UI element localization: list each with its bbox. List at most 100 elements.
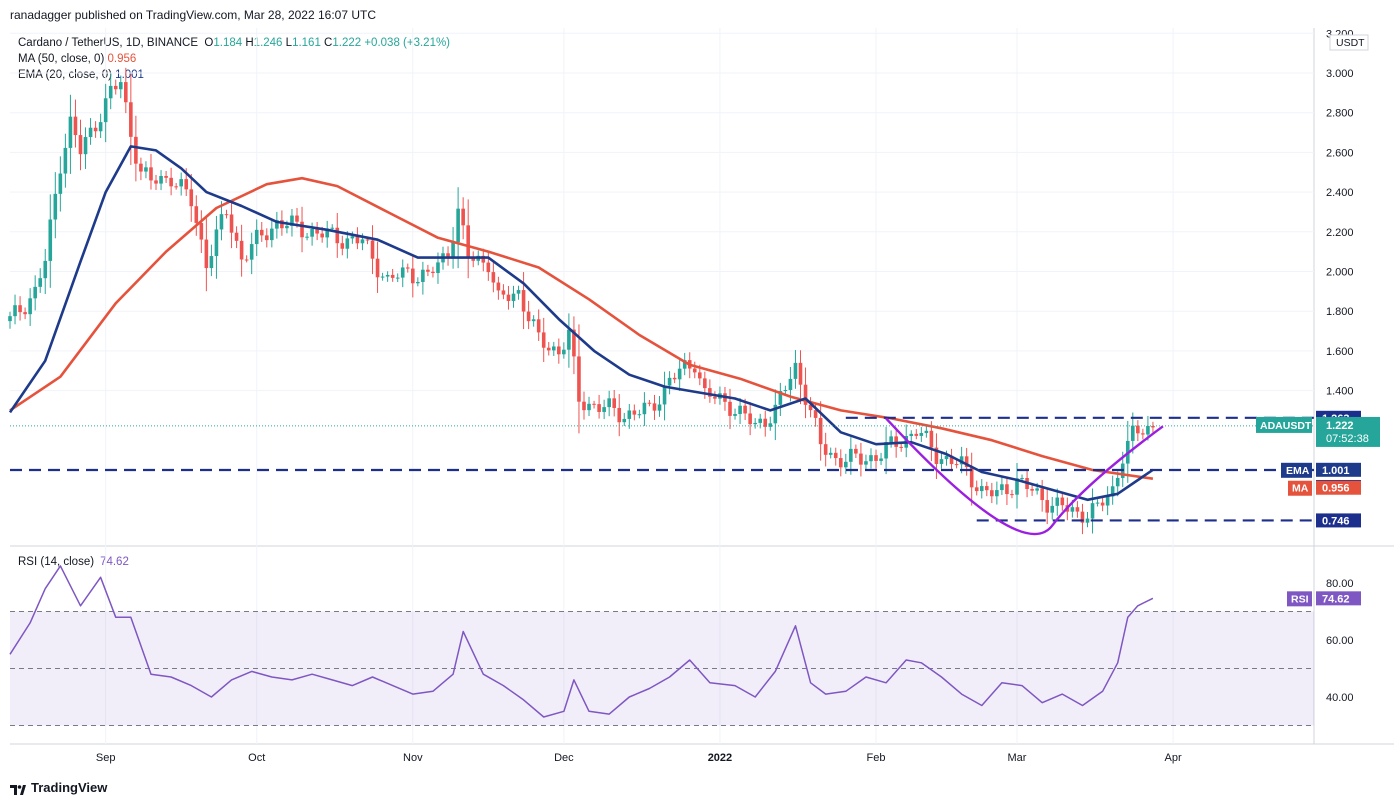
candle-body bbox=[335, 227, 340, 244]
candle-body bbox=[914, 433, 919, 436]
candle-body bbox=[879, 458, 883, 461]
candle-body bbox=[1020, 477, 1024, 479]
high-value: 1.246 bbox=[253, 37, 283, 49]
ma-name-bg bbox=[1288, 480, 1312, 496]
candle-body bbox=[1000, 484, 1004, 491]
candle-body bbox=[919, 433, 924, 436]
ma-legend-row[interactable]: MA (50, close, 0) 0.956 bbox=[18, 51, 450, 67]
candle-body bbox=[748, 413, 752, 425]
time-tick-label: 2022 bbox=[708, 752, 732, 764]
candle-body bbox=[697, 372, 702, 379]
candle-body bbox=[622, 418, 627, 423]
candle-body bbox=[365, 239, 370, 241]
tradingview-logo-icon bbox=[10, 783, 26, 795]
candle-body bbox=[632, 410, 637, 415]
candle-body bbox=[567, 329, 571, 350]
candle-body bbox=[572, 329, 576, 357]
candle-body bbox=[506, 294, 511, 301]
candle-body bbox=[1080, 511, 1085, 523]
indicator-lines bbox=[8, 145, 1154, 502]
rsi-name-tag: RSI bbox=[1291, 593, 1309, 605]
candle-body bbox=[974, 487, 979, 492]
ema-value-tag: 1.001 bbox=[1322, 465, 1350, 477]
candle-body bbox=[672, 377, 677, 380]
level-tag-0746: 0.746 bbox=[1322, 515, 1350, 527]
candle-body bbox=[219, 214, 224, 230]
time-tick-label: Nov bbox=[403, 752, 423, 764]
time-tick-label: Apr bbox=[1165, 752, 1182, 764]
candle-body bbox=[436, 262, 440, 274]
candle-body bbox=[446, 253, 450, 259]
candle-body bbox=[53, 193, 58, 220]
candle-body bbox=[607, 398, 611, 408]
rsi-legend-value: 74.62 bbox=[100, 556, 129, 568]
price-tick-label: 1.400 bbox=[1326, 386, 1354, 398]
price-tick-label: 3.000 bbox=[1326, 68, 1354, 80]
rsi-legend[interactable]: RSI (14, close) 74.62 bbox=[18, 556, 129, 568]
rounding-bottom-curve bbox=[885, 417, 1164, 536]
candle-body bbox=[431, 271, 435, 274]
candle-body bbox=[416, 281, 420, 284]
candle-body bbox=[1015, 478, 1019, 495]
candle-body bbox=[43, 260, 48, 279]
candle-body bbox=[270, 228, 274, 241]
price-tick-label: 1.600 bbox=[1326, 346, 1354, 358]
candle-body bbox=[103, 98, 108, 123]
candle-body bbox=[949, 455, 954, 465]
candle-body bbox=[1115, 477, 1120, 487]
candle-body bbox=[984, 486, 989, 491]
time-tick-label: Feb bbox=[867, 752, 886, 764]
candle-body bbox=[129, 102, 133, 137]
candle-body bbox=[728, 401, 732, 416]
candle-body bbox=[390, 274, 395, 278]
brand-name: TradingView bbox=[31, 780, 108, 795]
candle-body bbox=[889, 436, 893, 443]
close-label: C bbox=[324, 37, 333, 49]
candle-body bbox=[778, 391, 783, 405]
candle-body bbox=[546, 347, 551, 351]
candle-body bbox=[350, 236, 355, 239]
candle-body bbox=[934, 447, 939, 464]
candle-body bbox=[189, 189, 194, 207]
candle-body bbox=[98, 122, 103, 132]
candle-body bbox=[259, 229, 264, 236]
candle-body bbox=[703, 378, 707, 389]
open-label: O bbox=[204, 37, 214, 49]
candle-body bbox=[154, 180, 158, 184]
candle-body bbox=[592, 403, 596, 405]
candle-body bbox=[385, 274, 390, 277]
countdown-tag: 07:52:38 bbox=[1326, 433, 1369, 445]
candle-body bbox=[929, 430, 934, 448]
time-tick-label: Dec bbox=[554, 752, 574, 764]
candle-body bbox=[1095, 502, 1100, 504]
candle-body bbox=[657, 404, 662, 411]
candle-body bbox=[743, 405, 747, 414]
candle-body bbox=[1136, 425, 1140, 434]
candle-body bbox=[13, 305, 17, 317]
candle-body bbox=[501, 290, 506, 295]
symbol-title[interactable]: Cardano / TetherUS, 1D, BINANCE bbox=[18, 37, 199, 49]
candle-body bbox=[637, 414, 642, 416]
ma-value-tag: 0.956 bbox=[1322, 483, 1350, 495]
candle-body bbox=[471, 257, 476, 261]
candle-body bbox=[174, 186, 178, 188]
candle-body bbox=[184, 179, 189, 190]
candle-body bbox=[345, 238, 350, 249]
candle-body bbox=[285, 225, 289, 229]
candle-body bbox=[1141, 433, 1145, 435]
ema-legend-row[interactable]: EMA (20, close, 0) 1.001 bbox=[18, 67, 450, 83]
candle-body bbox=[783, 390, 788, 392]
grid bbox=[10, 28, 1394, 745]
candle-body bbox=[995, 490, 999, 497]
candle-body bbox=[405, 267, 410, 269]
candle-body bbox=[551, 346, 556, 351]
candle-body bbox=[964, 456, 969, 468]
symbol-tag: ADAUSDT bbox=[1260, 420, 1312, 432]
candle-body bbox=[758, 418, 763, 423]
candle-body bbox=[793, 362, 798, 379]
candle-body bbox=[909, 433, 914, 437]
candle-body bbox=[677, 368, 682, 380]
candle-body bbox=[773, 404, 778, 424]
tradingview-logo[interactable]: TradingView bbox=[10, 780, 107, 795]
